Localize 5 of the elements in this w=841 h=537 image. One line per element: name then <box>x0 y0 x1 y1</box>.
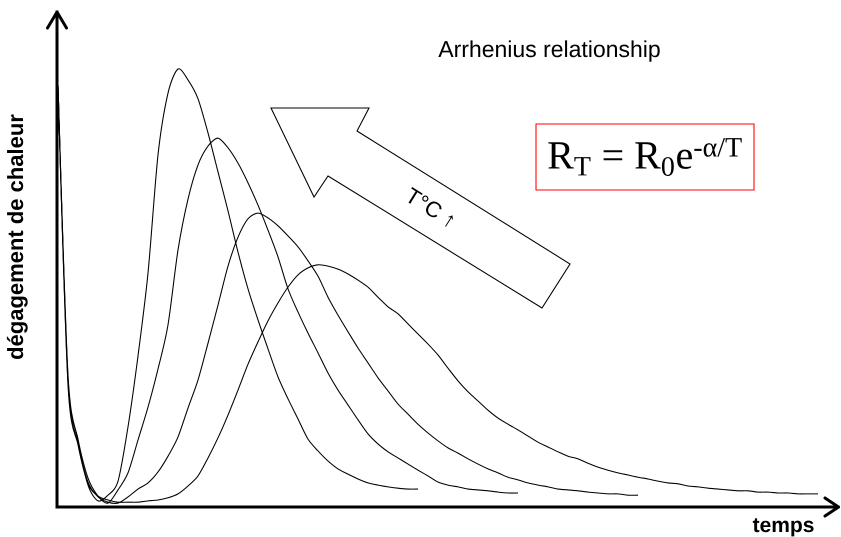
annotation: R$_{T}$ = R$_{0}$e$^{-α/T}$ <box>548 138 742 176</box>
annotation: T°C ↑ <box>408 187 454 227</box>
y-axis-title: dégagement de chaleur <box>6 114 28 359</box>
chart-title: Arrhenius relationship <box>438 40 660 62</box>
x-axis-title: temps <box>752 518 814 536</box>
